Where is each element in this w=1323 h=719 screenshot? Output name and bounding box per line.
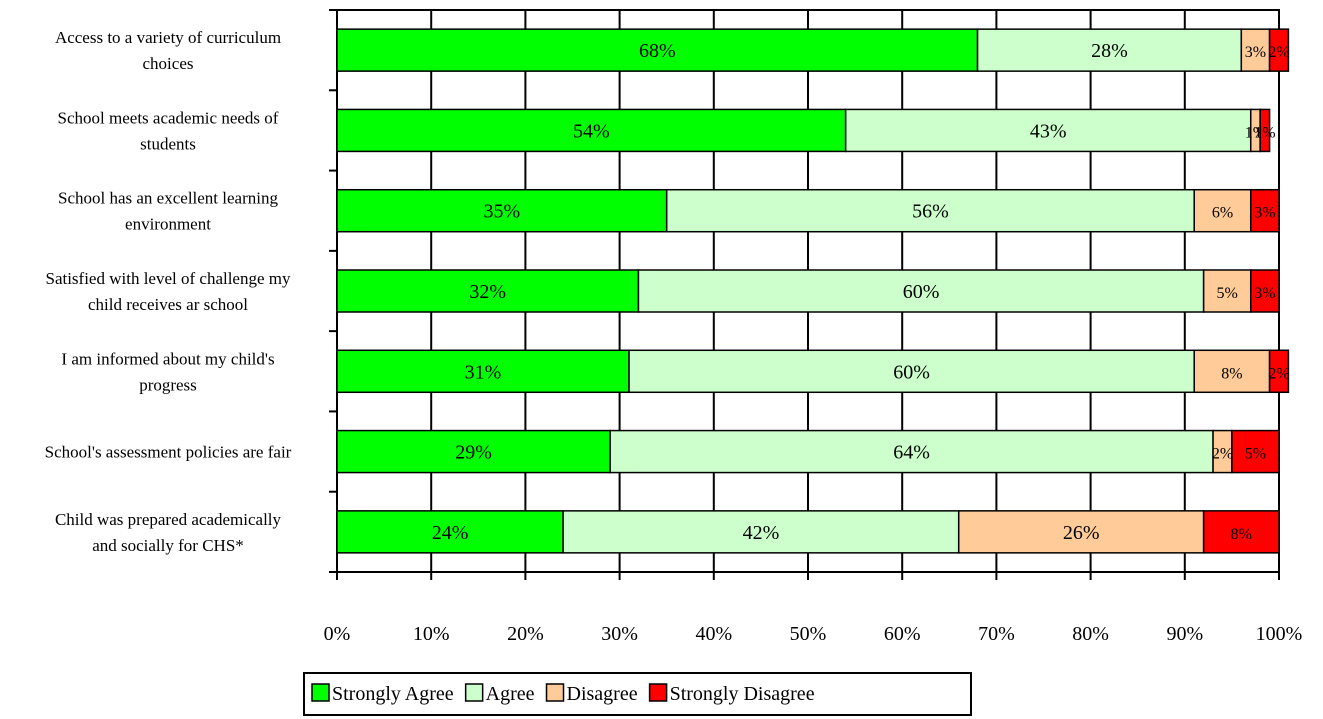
x-tick-label: 70%: [978, 623, 1015, 645]
legend-swatch: [648, 683, 668, 702]
legend-swatch: [311, 683, 330, 702]
bar-segment: [1202, 510, 1280, 554]
legend-label: Agree: [486, 683, 535, 705]
legend-label: Disagree: [567, 683, 638, 705]
data-label: 1%: [1254, 124, 1275, 141]
x-tick-label: 20%: [507, 623, 544, 645]
x-tick-label: 90%: [1166, 623, 1203, 645]
x-tick-label: 60%: [884, 623, 921, 645]
bar-segment: [1231, 429, 1280, 474]
bar-segment: [665, 188, 1195, 233]
data-label: 26%: [1063, 522, 1100, 544]
bar-segment: [562, 510, 960, 554]
data-label: 8%: [1221, 365, 1242, 382]
data-label: 6%: [1212, 205, 1233, 222]
bar-segment: [336, 510, 564, 554]
x-tick-label: 40%: [695, 623, 732, 645]
bar-segment: [336, 108, 847, 153]
bar-segment: [1240, 28, 1271, 72]
bar-segment: [336, 28, 979, 72]
legend-label: Strongly Agree: [332, 683, 454, 705]
category-labels: Access to a variety of curriculum choices…: [45, 28, 292, 555]
x-tick-label: 10%: [413, 623, 450, 645]
data-label: 24%: [432, 522, 469, 544]
category-label: environment: [125, 215, 211, 234]
bar-segment: [628, 349, 1195, 394]
data-label: 31%: [465, 361, 502, 383]
category-label: progress: [139, 375, 197, 394]
data-label: 2%: [1212, 446, 1233, 463]
data-label: 5%: [1217, 285, 1238, 302]
bar-segment: [1249, 269, 1280, 313]
legend-swatch: [464, 683, 484, 702]
data-label: 35%: [484, 201, 521, 223]
x-tick-label: 80%: [1072, 623, 1109, 645]
bar-segment: [336, 349, 630, 394]
data-label: 54%: [573, 120, 610, 142]
legend-label: Strongly Disagree: [670, 683, 815, 705]
legend: Strongly Agree Agree Disagree Strongly Disa…: [303, 672, 972, 716]
bar-segment: [1259, 108, 1271, 153]
x-axis: 0% 10% 20% 30% 40% 50% 60% 70% 80% 90% 100%: [324, 9, 1303, 645]
data-label: 32%: [469, 281, 506, 303]
category-label: students: [140, 134, 196, 153]
bar-segment: [1268, 28, 1290, 72]
data-label: 60%: [893, 361, 930, 383]
data-label: 8%: [1231, 526, 1252, 543]
bar-segment: [637, 269, 1205, 313]
category-label: School meets academic needs of: [58, 108, 279, 127]
data-label: 29%: [455, 442, 492, 464]
bars: 68% 28% 3% 2%54% 43% 1%1%35% 56% 6% 3%32% 60% 5% 3%…: [336, 28, 1290, 554]
category-label: choices: [143, 54, 194, 73]
category-label: Child was prepared academically: [55, 510, 282, 529]
x-tick-label: 100%: [1256, 623, 1303, 645]
data-label: 2%: [1268, 365, 1289, 382]
data-label: 3%: [1245, 44, 1266, 61]
category-label: Access to a variety of curriculum: [55, 28, 281, 47]
bar-segment: [1193, 349, 1271, 394]
x-tick-label: 0%: [324, 623, 351, 645]
legend-box: [303, 672, 972, 716]
data-label: 3%: [1254, 205, 1275, 222]
category-label: and socially for CHS*: [92, 536, 244, 555]
bar-segment: [1268, 349, 1290, 394]
category-label: Satisfied with level of challenge my: [45, 269, 291, 288]
data-label: 2%: [1268, 44, 1289, 61]
x-tick-label: 50%: [790, 623, 827, 645]
data-label: 28%: [1091, 40, 1128, 62]
bar-segment: [609, 429, 1214, 474]
data-label: 5%: [1245, 446, 1266, 463]
data-label: 68%: [639, 40, 676, 62]
bar-segment: [957, 510, 1205, 554]
bar-segment: [336, 429, 611, 474]
category-label: School has an excellent learning: [58, 189, 278, 208]
category-label: School's assessment policies are fair: [45, 443, 292, 462]
data-label: 3%: [1254, 285, 1275, 302]
data-label: 64%: [893, 442, 930, 464]
data-label: 60%: [903, 281, 940, 303]
category-label: child receives ar school: [88, 295, 248, 314]
legend-swatch: [545, 683, 565, 702]
data-label: 43%: [1030, 120, 1067, 142]
category-label: I am informed about my child's: [61, 349, 274, 368]
data-label: 56%: [912, 201, 949, 223]
bar-segment: [1193, 188, 1252, 233]
bar-segment: [1249, 188, 1280, 233]
x-tick-label: 30%: [601, 623, 638, 645]
data-label: 42%: [743, 522, 780, 544]
